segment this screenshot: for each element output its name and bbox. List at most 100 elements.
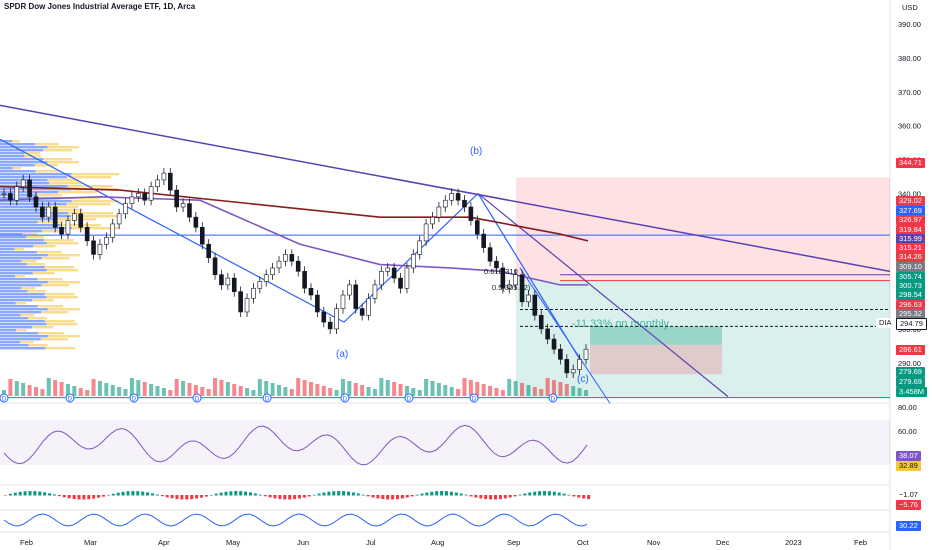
macd-hist-bar <box>4 495 7 496</box>
volume-bar <box>161 388 166 396</box>
time-axis-label: Sep <box>507 538 520 547</box>
volume-profile-bar <box>0 329 17 332</box>
macd-hist-bar <box>312 494 316 496</box>
volume-profile-bar <box>0 284 42 287</box>
macd-hist-bar <box>249 492 252 496</box>
volume-profile-bar <box>0 326 32 329</box>
volume-bar <box>46 378 51 396</box>
volume-bar <box>187 383 192 396</box>
macd-hist-bar <box>288 495 292 500</box>
macd-hist-bar <box>538 491 542 496</box>
volume-bar <box>577 388 582 396</box>
price-tag: 286.61 <box>896 345 925 355</box>
macd-hist-bar <box>543 491 546 496</box>
macd-hist-bar <box>557 492 561 496</box>
candle-body <box>276 260 282 269</box>
volume-bar <box>488 386 493 396</box>
candle-body <box>91 240 96 255</box>
volume-profile-bar <box>27 290 46 293</box>
macd-hist-bar <box>547 491 551 496</box>
macd-hist-bar <box>229 491 233 496</box>
dividend-marker <box>0 393 9 403</box>
dividend-label: D <box>195 397 200 403</box>
macd-hist-bar <box>533 491 537 496</box>
volume-bar <box>123 389 128 396</box>
volume-profile-bar <box>12 167 22 170</box>
symbol-title: SPDR Dow Jones Industrial Average ETF, 1… <box>4 2 196 11</box>
volume-bar <box>552 380 557 396</box>
macd-hist-bar <box>224 491 228 496</box>
volume-profile-bar <box>0 215 72 218</box>
dividend-marker <box>262 393 272 403</box>
volume-profile-bar <box>35 170 60 173</box>
candle-body <box>84 227 90 242</box>
candle-body <box>40 206 45 218</box>
dividend-label: D <box>472 397 477 403</box>
macd-hist-bar <box>498 495 502 500</box>
volume-profile-bar <box>0 233 23 236</box>
volume-profile-bar <box>21 287 36 290</box>
time-axis-label: Feb <box>20 538 33 547</box>
volume-bar <box>193 385 198 396</box>
volume-profile-bar <box>0 269 47 272</box>
volume-profile-bar <box>37 305 64 308</box>
volume-bar <box>462 378 467 396</box>
macd-hist-bar <box>440 491 444 496</box>
volume-profile-bar <box>0 323 47 326</box>
volume-profile-bar <box>71 200 120 203</box>
volume-profile-bar <box>0 308 48 311</box>
macd-hist-bar <box>474 495 478 498</box>
volume-bar <box>404 386 409 396</box>
price-tag: 309.10 <box>896 262 925 272</box>
indicator-value-tag: 32.89 <box>896 461 921 471</box>
volume-bar <box>97 381 102 396</box>
volume-bar <box>27 385 32 396</box>
volume-profile-bar <box>46 296 78 299</box>
volume-profile-bar <box>0 251 37 254</box>
candle-body <box>347 284 352 296</box>
volume-bar <box>411 388 416 396</box>
candle-body <box>538 315 544 330</box>
macd-hist-bar <box>366 495 370 497</box>
volume-profile-bar <box>0 164 35 167</box>
candle-body <box>136 193 141 198</box>
candle-body <box>462 199 467 208</box>
macd-hist-bar <box>508 495 512 498</box>
volume-bar <box>142 382 147 396</box>
volume-profile-bar <box>0 227 72 230</box>
volume-profile-bar <box>12 140 20 143</box>
volume-profile-bar <box>33 245 56 248</box>
volume-bar <box>443 385 448 396</box>
candle-body <box>52 206 58 228</box>
candle-body <box>283 254 288 262</box>
dividend-label: D <box>132 397 137 403</box>
macd-hist-bar <box>141 491 145 496</box>
volume-bar <box>347 381 352 396</box>
candle-body <box>474 220 480 235</box>
price-tag: 294.79 <box>896 318 927 330</box>
macd-hist-bar <box>170 495 174 499</box>
volume-profile-bar <box>36 251 62 254</box>
volume-bar <box>564 384 569 396</box>
volume-profile-bar <box>47 161 79 164</box>
volume-bar <box>308 382 313 396</box>
volume-profile-bar <box>0 305 38 308</box>
volume-bar <box>283 387 288 396</box>
volume-profile-bar <box>0 206 47 209</box>
trend-line <box>477 192 729 398</box>
volume-profile-bar <box>46 206 79 209</box>
volume-profile-bar <box>43 149 72 152</box>
macd-hist-bar <box>513 495 517 497</box>
volume-bar <box>213 378 218 396</box>
macd-hist-bar <box>562 493 566 496</box>
volume-bar <box>392 382 397 396</box>
volume-profile-bar <box>71 227 120 230</box>
volume-profile-bar <box>0 218 58 221</box>
macd-hist-bar <box>8 493 12 496</box>
volume-profile-bar <box>0 155 25 158</box>
candle-body <box>494 260 499 269</box>
volume-bar <box>40 389 45 396</box>
macd-hist-bar <box>494 495 497 500</box>
fib-618-label: 0.618(310 <box>484 267 518 276</box>
